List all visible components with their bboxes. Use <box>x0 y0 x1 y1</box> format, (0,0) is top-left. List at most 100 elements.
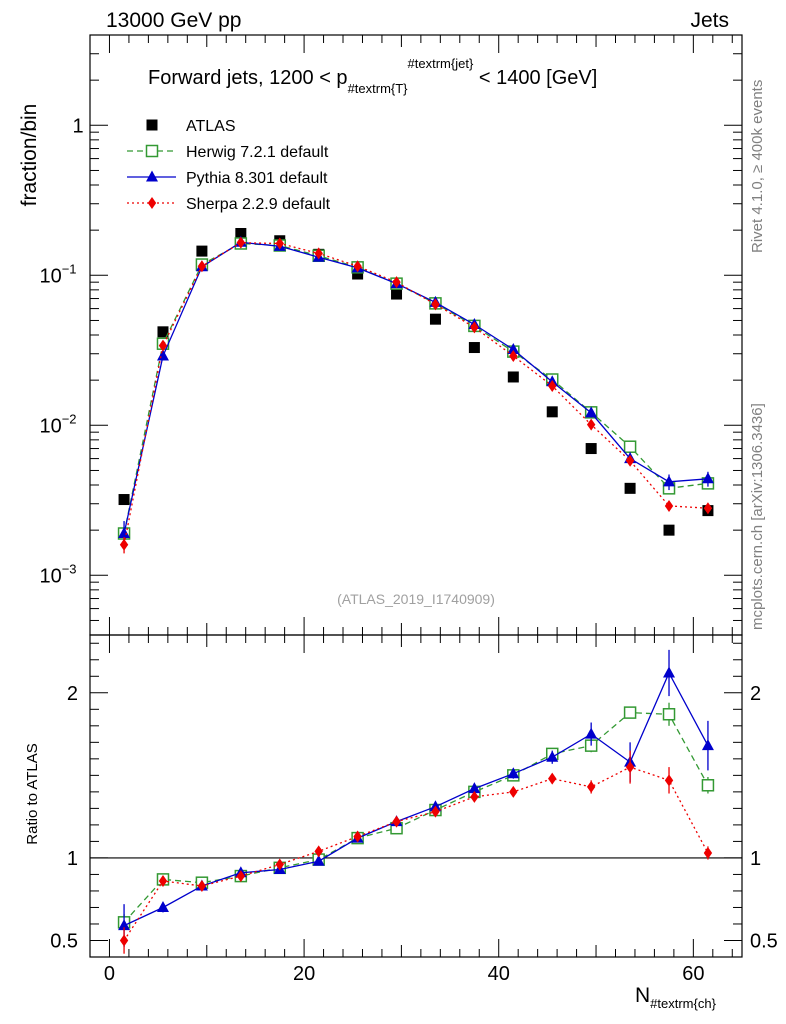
data-point <box>236 236 246 249</box>
data-point <box>546 406 558 418</box>
data-point <box>548 772 557 785</box>
series-line <box>123 242 708 534</box>
data-point <box>663 475 676 487</box>
data-point <box>314 247 323 260</box>
data-point <box>585 406 598 418</box>
series-pythia-8-301-default <box>118 649 714 948</box>
data-point <box>507 343 520 355</box>
data-point <box>470 321 479 334</box>
data-point <box>314 845 323 858</box>
data-point <box>197 879 207 892</box>
data-point <box>157 326 169 338</box>
ratio-series-group <box>117 649 715 954</box>
series-line <box>123 766 709 941</box>
watermark: (ATLAS_2019_I1740909) <box>337 591 495 607</box>
series-sherpa-2-2-9-default <box>119 750 713 954</box>
legend-item: ATLAS <box>146 118 236 135</box>
legend-item: Pythia 8.301 default <box>127 170 328 187</box>
data-point <box>353 260 362 273</box>
ratio-ytick-label-right: 1 <box>750 848 761 870</box>
main-title-sup: #textrm{jet} <box>408 56 474 71</box>
data-point <box>703 846 713 859</box>
data-point <box>429 313 441 325</box>
data-point <box>118 494 130 506</box>
ratio-ytick-label-left: 2 <box>67 683 78 705</box>
ratio-ytick-label-left: 0.5 <box>50 930 78 952</box>
ratio-ytick-label-left: 1 <box>67 848 78 870</box>
legend-label: Pythia 8.301 default <box>186 170 328 187</box>
series-line <box>123 242 708 545</box>
data-point <box>275 858 284 871</box>
ratio-ytick-label-right: 0.5 <box>750 930 778 952</box>
data-point <box>625 454 635 467</box>
series-herwig-7-2-1-default <box>117 237 715 541</box>
data-point <box>625 761 635 774</box>
legend-label: Herwig 7.2.1 default <box>186 144 329 161</box>
series-pythia-8-301-default <box>118 235 714 549</box>
data-point <box>624 482 636 494</box>
series-line <box>123 671 709 927</box>
source-label: mcplots.cern.ch [arXiv:1306.3436] <box>749 403 766 630</box>
legend-item: Herwig 7.2.1 default <box>127 144 329 161</box>
data-point <box>391 288 403 300</box>
main-title-sub: #textrm{T} <box>348 81 409 96</box>
data-point <box>507 371 519 383</box>
legend-item: Sherpa 2.2.9 default <box>127 196 331 213</box>
data-point <box>509 349 518 362</box>
data-point <box>196 245 208 257</box>
legend-marker <box>145 144 159 158</box>
data-point <box>392 276 401 289</box>
xlabel: N#textrm{ch} <box>635 984 717 1011</box>
legend-label: Sherpa 2.2.9 default <box>186 196 331 213</box>
data-point <box>197 260 207 273</box>
data-point <box>470 790 479 803</box>
main-title-end: < 1400 [GeV] <box>473 67 597 89</box>
data-point <box>703 502 713 515</box>
ratio-xtick-label: 60 <box>682 963 704 985</box>
ratio-ytick-label-right: 2 <box>750 683 761 705</box>
data-point <box>468 342 480 354</box>
legend-label: ATLAS <box>186 118 236 135</box>
main-ytick-label: 10−2 <box>39 411 76 437</box>
data-point <box>236 870 246 883</box>
ratio-panel-frame <box>89 634 743 958</box>
series-atlas <box>118 227 714 536</box>
series-line <box>123 711 709 923</box>
data-point <box>352 268 364 280</box>
data-point <box>119 934 129 947</box>
header-right: Jets <box>690 9 729 32</box>
data-point <box>275 237 284 250</box>
xlabel-main: N <box>635 984 650 1007</box>
data-point <box>701 472 714 484</box>
data-point <box>586 418 596 431</box>
main-ytick-label: 10−1 <box>39 261 76 287</box>
legend-marker <box>146 170 158 182</box>
ratio-xtick-label: 0 <box>104 963 115 985</box>
data-point <box>663 524 675 536</box>
data-point <box>701 779 715 792</box>
data-point <box>664 499 674 512</box>
main-axis-ticks: 1 10−1 10−2 10−3 <box>39 34 742 636</box>
data-point <box>585 443 597 455</box>
data-point <box>509 785 518 798</box>
data-point <box>623 440 637 453</box>
series-line <box>123 241 708 534</box>
header-left: 13000 GeV pp <box>106 9 241 32</box>
data-point <box>585 727 598 739</box>
data-point <box>431 805 440 818</box>
data-point <box>586 780 596 793</box>
data-point <box>353 830 362 843</box>
data-point <box>312 854 325 866</box>
main-ylabel: fraction/bin <box>18 104 41 207</box>
main-title-text: Forward jets, 1200 < p <box>148 67 348 89</box>
series-sherpa-2-2-9-default <box>119 236 713 554</box>
main-ytick-label: 10−3 <box>39 561 76 587</box>
data-point <box>548 379 557 392</box>
data-point <box>623 706 637 719</box>
main-series-group <box>117 227 715 554</box>
data-point <box>119 538 129 551</box>
data-point <box>663 666 676 678</box>
data-point <box>664 774 674 787</box>
data-point <box>701 739 714 751</box>
